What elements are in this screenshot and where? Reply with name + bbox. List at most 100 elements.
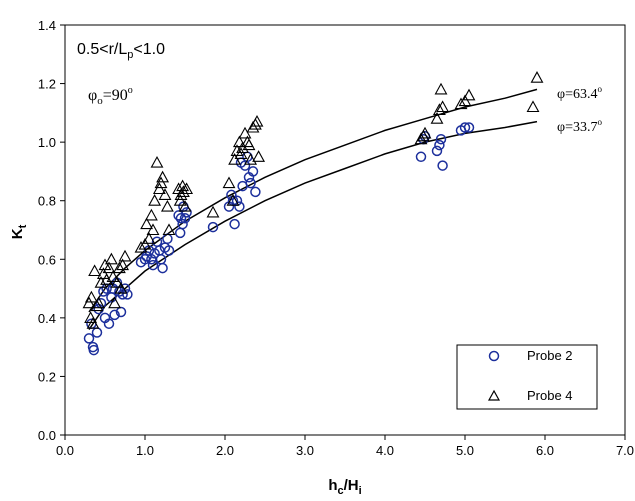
y-tick-label: 0.8: [38, 194, 56, 209]
y-tick-label: 0.6: [38, 252, 56, 267]
x-axis: 0.0 1.0 2.0 3.0 4.0 5.0 6.0 7.0: [56, 435, 634, 458]
marker-probe-4: [234, 147, 248, 159]
x-tick-label: 3.0: [296, 443, 314, 458]
marker-probe-4: [222, 176, 236, 189]
marker-probe-4: [436, 100, 450, 113]
marker-probe-2: [175, 213, 187, 224]
marker-probe-4: [102, 261, 116, 274]
marker-probe-4: [176, 185, 190, 197]
marker-probe-2: [115, 306, 127, 318]
marker-probe-4: [110, 276, 124, 288]
marker-probe-4: [252, 150, 266, 162]
legend-label-probe-2: Probe 2: [527, 348, 573, 363]
y-tick-label: 1.0: [38, 135, 56, 150]
x-tick-label: 5.0: [456, 443, 474, 458]
marker-probe-4: [526, 100, 540, 113]
marker-probe-4: [104, 252, 118, 265]
marker-probe-4: [82, 296, 96, 309]
marker-probe-4: [92, 296, 106, 309]
marker-probe-2: [247, 166, 259, 177]
x-tick-label: 0.0: [56, 443, 74, 458]
legend-label-probe-4: Probe 4: [527, 388, 573, 403]
x-tick-label: 7.0: [616, 443, 634, 458]
marker-probe-4: [242, 138, 256, 151]
curve-label-lower: φ=33.7o: [557, 117, 602, 135]
marker-probe-2: [207, 221, 219, 233]
marker-probe-4: [176, 179, 190, 192]
marker-probe-4: [154, 176, 168, 189]
marker-probe-4: [236, 141, 250, 154]
marker-probe-4: [462, 88, 476, 101]
marker-probe-2: [83, 333, 95, 344]
marker-probe-2: [434, 139, 445, 151]
marker-probe-4: [98, 258, 112, 271]
x-tick-label: 6.0: [536, 443, 554, 458]
marker-probe-4: [530, 71, 544, 83]
marker-probe-4: [114, 281, 128, 294]
curve-label-upper: φ=63.4o: [557, 84, 602, 102]
y-tick-label: 1.4: [38, 18, 56, 33]
marker-probe-4: [152, 182, 166, 195]
marker-probe-2: [229, 218, 240, 230]
marker-probe-4: [206, 205, 220, 218]
marker-probe-4: [108, 296, 122, 309]
marker-probe-4: [138, 237, 152, 250]
marker-probe-4: [106, 270, 120, 282]
marker-probe-2: [162, 233, 173, 245]
marker-probe-2: [463, 122, 475, 133]
marker-probe-4: [430, 112, 444, 124]
marker-probe-2: [415, 151, 427, 163]
x-tick-label: 1.0: [136, 443, 154, 458]
phi0-annotation: φo=90o: [88, 85, 133, 107]
marker-probe-4: [160, 199, 174, 212]
x-axis-title: hc/Hi: [328, 477, 361, 497]
legend-marker-probe-4: [487, 389, 501, 401]
marker-probe-4: [144, 208, 158, 221]
marker-probe-4: [142, 232, 156, 244]
x-tick-label: 2.0: [216, 443, 234, 458]
marker-probe-4: [88, 264, 102, 277]
marker-probe-4: [246, 120, 260, 133]
marker-probe-4: [158, 188, 172, 200]
marker-probe-4: [178, 199, 192, 212]
x-tick-label: 4.0: [376, 443, 394, 458]
marker-probe-4: [228, 153, 242, 165]
marker-probe-2: [431, 145, 443, 157]
marker-probe-4: [112, 261, 126, 274]
marker-probe-2: [91, 327, 103, 338]
range-annotation: 0.5<r/Lp<1.0: [77, 41, 165, 61]
marker-probe-4: [238, 126, 252, 139]
marker-probe-4: [94, 276, 108, 288]
marker-probe-4: [226, 194, 240, 206]
y-tick-label: 0.4: [38, 311, 56, 326]
marker-probe-2: [234, 201, 245, 212]
marker-probe-2: [174, 227, 186, 239]
marker-probe-4: [116, 258, 130, 271]
marker-probe-4: [458, 94, 472, 107]
marker-probe-4: [432, 103, 446, 115]
marker-probe-2: [157, 262, 168, 274]
plot-frame: [64, 24, 626, 436]
marker-probe-4: [100, 273, 114, 285]
marker-probe-4: [173, 194, 187, 206]
marker-probe-4: [434, 82, 448, 95]
marker-probe-2: [163, 245, 175, 256]
legend-box: [456, 344, 598, 410]
marker-probe-2: [435, 133, 447, 145]
marker-probe-4: [84, 290, 98, 303]
marker-probe-4: [180, 182, 194, 195]
marker-probe-4: [250, 114, 264, 127]
y-axis: 0.0 0.2 0.4 0.6 0.8 1.0 1.2 1.4: [38, 18, 65, 443]
y-axis-title: Kt: [9, 224, 29, 239]
marker-probe-2: [122, 289, 133, 300]
marker-probe-2: [155, 254, 167, 265]
marker-probe-2: [103, 318, 115, 329]
fit-curve-lower: [88, 120, 538, 331]
marker-probe-2: [117, 289, 128, 300]
marker-probe-4: [244, 153, 258, 165]
marker-probe-4: [148, 194, 162, 206]
y-tick-label: 0.0: [38, 428, 56, 443]
marker-probe-2: [147, 259, 159, 271]
marker-probe-4: [162, 223, 176, 236]
